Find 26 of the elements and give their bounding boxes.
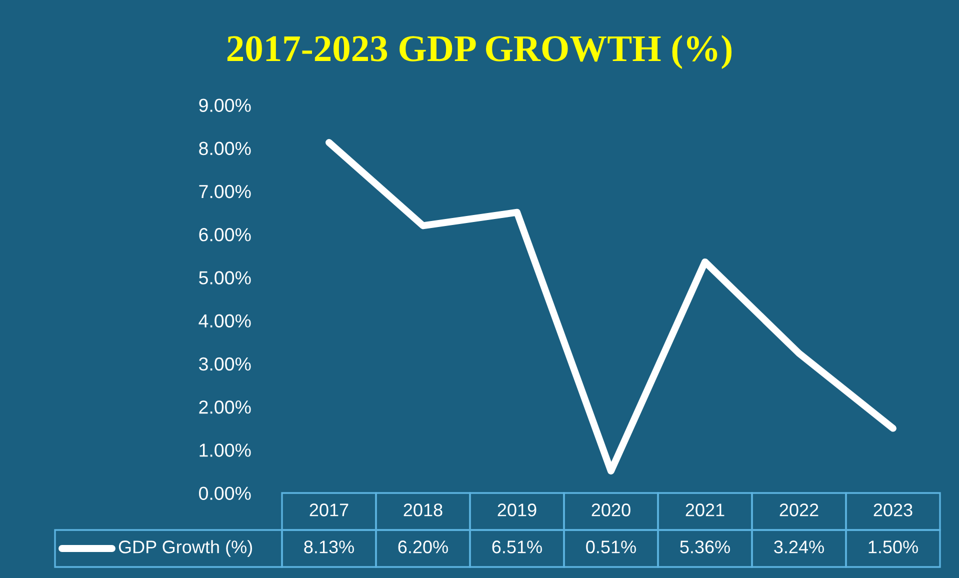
data-label: 0.51% xyxy=(586,540,636,554)
x-tick-label: 2022 xyxy=(780,504,818,516)
y-tick-label: 5.00% xyxy=(199,271,251,284)
y-tick-label: 2.00% xyxy=(199,400,251,414)
data-label: 1.50% xyxy=(868,540,918,554)
data-label: 3.24% xyxy=(774,540,824,554)
y-tick-label: 3.00% xyxy=(198,357,251,371)
data-label: 6.20% xyxy=(398,540,448,554)
x-tick-label: 2023 xyxy=(874,504,912,516)
x-tick-label: 2020 xyxy=(592,504,630,516)
data-label: 6.51% xyxy=(492,540,542,554)
y-tick-label: 1.00% xyxy=(200,444,251,457)
y-tick-label: 4.00% xyxy=(198,314,251,328)
legend-label: GDP Growth (%) xyxy=(118,540,252,557)
x-tick-label: 2019 xyxy=(498,504,536,516)
y-tick-label: 6.00% xyxy=(199,228,251,242)
x-tick-label: 2021 xyxy=(686,504,724,516)
x-tick-label: 2018 xyxy=(404,504,442,516)
x-tick-label: 2017 xyxy=(310,504,348,516)
data-label: 8.13% xyxy=(304,540,354,554)
y-tick-label: 9.00% xyxy=(199,98,251,112)
y-tick-label: 7.00% xyxy=(199,184,251,198)
data-label: 5.36% xyxy=(680,540,730,554)
y-tick-label: 0.00% xyxy=(199,486,251,500)
chart-title: 2017-2023 GDP GROWTH (%) xyxy=(227,34,732,70)
y-tick-label: 8.00% xyxy=(199,142,251,156)
